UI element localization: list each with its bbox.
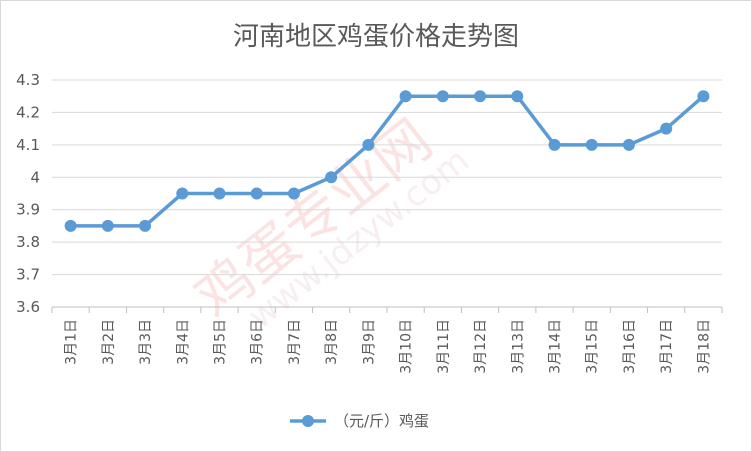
chart-title: 河南地区鸡蛋价格走势图 — [233, 22, 519, 52]
x-tick-label: 3月12日 — [473, 319, 489, 374]
x-tick-label: 3月4日 — [175, 319, 191, 365]
x-tick-label: 3月5日 — [213, 319, 229, 365]
data-point — [622, 138, 635, 151]
x-tick-label: 3月14日 — [548, 319, 564, 374]
data-point — [64, 219, 77, 232]
y-tick-label: 4.2 — [16, 103, 40, 121]
x-tick-label: 3月3日 — [138, 319, 154, 365]
legend: （元/斤）鸡蛋 — [290, 412, 429, 430]
x-tick-label: 3月11日 — [436, 319, 452, 374]
data-point — [213, 187, 226, 200]
data-point — [474, 90, 487, 103]
watermark: 鸡蛋专业网 www.jdzyw.com — [184, 107, 477, 337]
data-point — [362, 138, 375, 151]
legend-label: （元/斤）鸡蛋 — [334, 412, 429, 430]
legend-swatch-marker — [302, 415, 314, 427]
data-point — [287, 187, 300, 200]
y-tick-label: 3.7 — [16, 266, 40, 284]
series-polyline — [70, 94, 705, 228]
x-tick-label: 3月16日 — [622, 319, 638, 374]
y-tick-label: 4 — [30, 168, 40, 186]
data-point — [548, 138, 561, 151]
x-tick-label: 3月2日 — [101, 319, 117, 365]
x-tick-label: 3月1日 — [64, 319, 80, 365]
y-tick-label: 4.3 — [16, 71, 40, 89]
y-tick-label: 4.1 — [16, 136, 40, 154]
data-point — [101, 219, 114, 232]
x-tick-label: 3月8日 — [324, 319, 340, 365]
data-point — [511, 90, 524, 103]
data-point — [139, 219, 152, 232]
y-axis: 3.6 3.7 3.8 3.9 4 4.1 4.2 4.3 — [16, 71, 40, 316]
data-point — [660, 122, 673, 135]
data-point — [176, 187, 189, 200]
series-line — [64, 90, 710, 232]
data-point — [399, 90, 412, 103]
x-tick-label: 3月18日 — [696, 319, 712, 374]
x-tick-label: 3月17日 — [659, 319, 675, 374]
data-point — [585, 138, 598, 151]
y-tick-label: 3.9 — [16, 201, 40, 219]
x-tick-label: 3月15日 — [585, 319, 601, 374]
y-tick-label: 3.8 — [16, 233, 40, 251]
x-tick-label: 3月10日 — [399, 319, 415, 374]
y-tick-label: 3.6 — [16, 298, 40, 316]
data-point — [697, 90, 710, 103]
x-tick-label: 3月13日 — [510, 319, 526, 374]
data-point — [250, 187, 263, 200]
x-tick-label: 3月9日 — [361, 319, 377, 365]
data-point — [436, 90, 449, 103]
x-tick-label: 3月6日 — [250, 319, 266, 365]
data-point — [325, 171, 338, 184]
x-tick-label: 3月7日 — [287, 319, 303, 365]
x-axis: 3月1日 3月2日 3月3日 3月4日 3月5日 3月6日 3月7日 3月8日 3月9日 3月10… — [51, 306, 723, 374]
